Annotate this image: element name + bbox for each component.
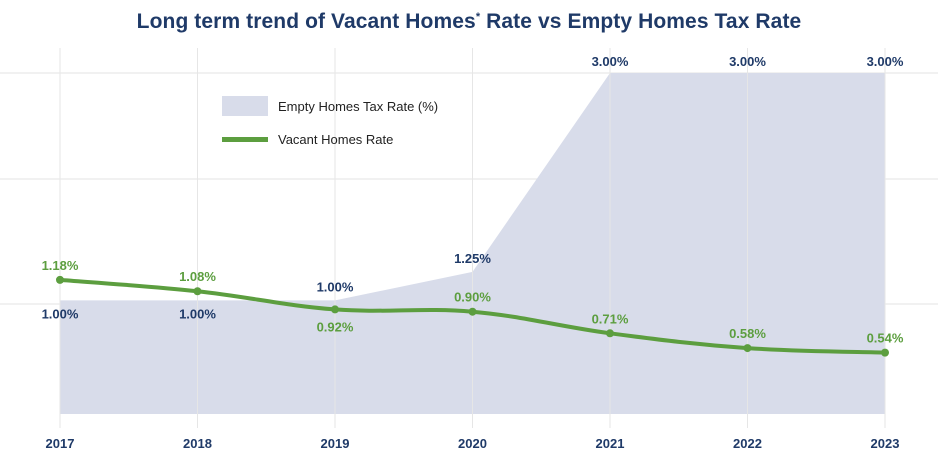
legend-label-vacant-rate: Vacant Homes Rate — [278, 132, 393, 147]
vacant-rate-label-2022: 0.58% — [729, 326, 766, 341]
legend-swatch-vacant-rate — [222, 137, 268, 142]
vacant-rate-point-2022 — [744, 344, 752, 352]
x-axis: 2017 2018 2019 2020 2021 2022 2023 — [46, 436, 900, 451]
vacant-rate-label-2020: 0.90% — [454, 290, 491, 305]
vacant-rate-point-2021 — [606, 329, 614, 337]
vacant-rate-label-2021: 0.71% — [592, 311, 629, 326]
x-tick-label-2020: 2020 — [458, 436, 487, 451]
tax-rate-label-2023: 3.00% — [867, 54, 904, 69]
vacant-rate-point-2018 — [194, 287, 202, 295]
legend-swatch-tax-rate — [222, 96, 268, 116]
vacant-rate-point-2019 — [331, 305, 339, 313]
tax-rate-label-2018: 1.00% — [179, 306, 216, 321]
x-tick-label-2017: 2017 — [46, 436, 75, 451]
legend: Empty Homes Tax Rate (%) Vacant Homes Ra… — [222, 96, 438, 147]
vacant-rate-label-2019: 0.92% — [317, 319, 354, 334]
x-tick-label-2018: 2018 — [183, 436, 212, 451]
vacant-rate-label-2017: 1.18% — [42, 258, 79, 273]
vacant-rate-point-2020 — [469, 308, 477, 316]
legend-label-tax-rate: Empty Homes Tax Rate (%) — [278, 99, 438, 114]
vacant-rate-point-2017 — [56, 276, 64, 284]
tax-rate-label-2020: 1.25% — [454, 251, 491, 266]
x-tick-label-2022: 2022 — [733, 436, 762, 451]
tax-rate-label-2017: 1.00% — [42, 306, 79, 321]
tax-rate-label-2021: 3.00% — [592, 54, 629, 69]
chart-svg: 1.18% 1.08% 0.92% 0.90% 0.71% 0.58% 0.54% 1.00%… — [0, 0, 938, 470]
tax-rate-label-2022: 3.00% — [729, 54, 766, 69]
x-tick-label-2023: 2023 — [871, 436, 900, 451]
tax-rate-label-2019: 1.00% — [317, 279, 354, 294]
vacant-rate-label-2023: 0.54% — [867, 331, 904, 346]
vacant-rate-point-2023 — [881, 349, 889, 357]
vacant-rate-label-2018: 1.08% — [179, 269, 216, 284]
x-tick-label-2019: 2019 — [321, 436, 350, 451]
x-tick-label-2021: 2021 — [596, 436, 625, 451]
